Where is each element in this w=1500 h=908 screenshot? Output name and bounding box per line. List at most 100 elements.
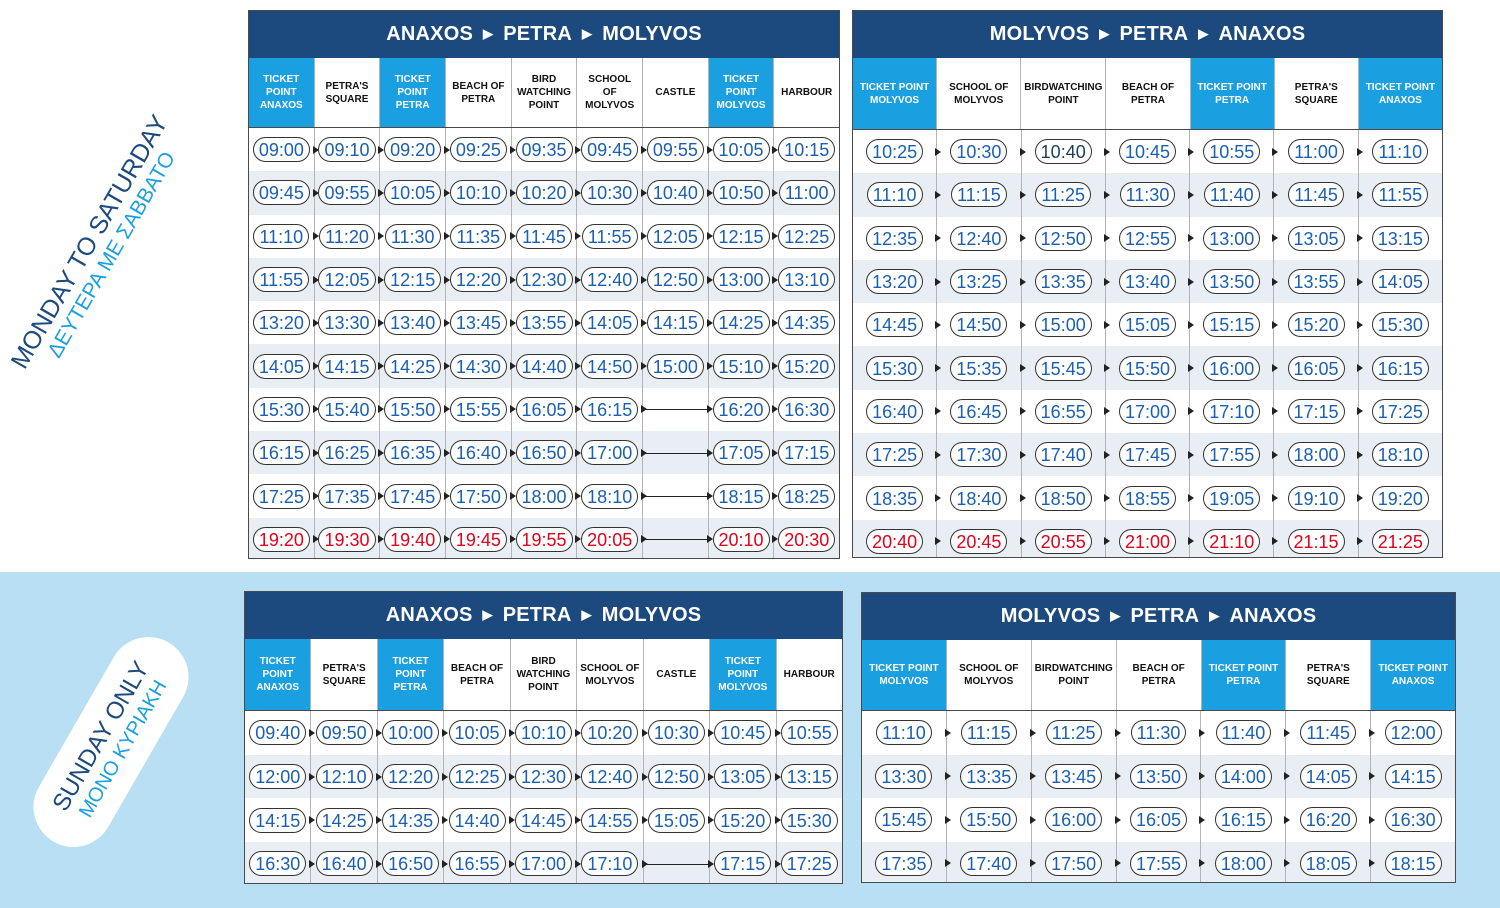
departure-time: 15:30 (252, 396, 310, 422)
departure-time: 15:45 (875, 807, 933, 833)
right-triangle-icon (935, 407, 942, 416)
timetable-body: 10:25 10:30 10:40 10:45 10:55 11:00 11:10 11:10… (853, 130, 1442, 557)
column-header-petra-s-square: PETRA'S SQUARE (311, 639, 378, 710)
table-cell: 16:45 (937, 389, 1026, 434)
right-triangle-icon (641, 859, 648, 868)
departure-time: 21:00 (1118, 528, 1176, 554)
departure-time: 11:25 (1035, 182, 1092, 208)
weekday-label-en: MONDAY TO SATURDAY (5, 110, 174, 374)
departure-time: 16:20 (1299, 807, 1357, 833)
right-triangle-icon (575, 275, 582, 284)
table-cell: 16:20 (1286, 798, 1376, 842)
column-header-row: TICKET POINT ANAXOS PETRA'S SQUARE TICKET PO… (249, 58, 839, 128)
right-triangle-icon (575, 232, 582, 241)
table-cell: 16:15 (1359, 346, 1442, 389)
table-cell: 15:05 (1106, 303, 1195, 347)
table-cell: 12:20 (378, 754, 449, 799)
departure-time: 14:55 (581, 807, 639, 833)
table-row: 15:30 15:35 15:45 15:50 16:00 16:05 16:15 (853, 346, 1442, 390)
column-header-ticket-point-molyvos: TICKET POINT MOLYVOS (708, 58, 775, 127)
departure-time: 10:05 (448, 720, 506, 746)
table-row: 12:00 12:10 12:20 12:25 12:30 12:40 12:50 13:05… (245, 754, 842, 799)
right-triangle-icon (708, 816, 715, 825)
departure-time: 18:10 (1371, 442, 1429, 468)
table-cell: 10:45 (710, 711, 781, 755)
right-triangle-icon (312, 145, 319, 154)
table-cell: 16:15 (249, 431, 319, 475)
skipped-stop-line (643, 539, 708, 541)
departure-time: 10:50 (712, 180, 770, 206)
table-row: 09:45 09:55 10:05 10:10 10:20 10:30 10:40 10:50… (249, 171, 839, 215)
departure-time: 18:50 (1034, 485, 1092, 511)
table-cell: 16:25 (315, 431, 385, 475)
table-cell: 13:55 (512, 301, 582, 345)
right-triangle-icon (1272, 537, 1279, 546)
table-cell: 12:20 (446, 257, 516, 302)
departure-time: 14:15 (249, 807, 307, 833)
right-triangle-icon (1199, 772, 1206, 781)
departure-time: 13:45 (449, 310, 507, 336)
right-triangle-icon (1019, 320, 1026, 329)
table-cell: 10:55 (777, 711, 842, 755)
route-stop-name: MOLYVOS (989, 23, 1090, 45)
right-triangle-icon (1356, 234, 1363, 243)
right-triangle-icon (378, 405, 385, 414)
departure-time: 17:10 (1203, 398, 1261, 424)
right-triangle-icon (1199, 859, 1206, 868)
right-triangle-icon (444, 145, 451, 154)
right-triangle-icon (1114, 728, 1121, 737)
departure-time: 15:50 (960, 807, 1018, 833)
table-cell: 12:15 (709, 214, 779, 258)
column-header-ticket-point-petra: TICKET POINT PETRA (380, 58, 447, 127)
table-cell: 17:50 (446, 474, 516, 518)
table-cell: 09:45 (249, 171, 319, 215)
table-cell: 14:45 (853, 303, 942, 347)
table-cell (643, 474, 713, 518)
table-cell: 17:55 (1190, 433, 1279, 477)
departure-time: 16:15 (252, 440, 310, 466)
table-cell: 10:25 (853, 130, 942, 174)
departure-time: 12:00 (1384, 720, 1442, 746)
table-cell: 11:25 (1032, 711, 1121, 755)
column-header-row: TICKET POINT ANAXOS PETRA'S SQUARE TICKET PO… (245, 639, 842, 711)
departure-time: 13:05 (1287, 225, 1345, 251)
departure-time: 16:20 (712, 396, 770, 422)
table-cell: 16:15 (1201, 798, 1291, 842)
right-triangle-icon (935, 537, 942, 546)
table-cell: 16:50 (378, 842, 449, 883)
right-triangle-icon (641, 145, 648, 154)
departure-time: 17:00 (581, 440, 639, 466)
departure-time: 09:35 (515, 137, 573, 163)
departure-time: 17:30 (950, 442, 1008, 468)
table-cell: 11:30 (380, 214, 451, 258)
route-stop-name: PETRA (502, 604, 572, 626)
table-cell: 16:05 (512, 387, 582, 432)
departure-time: 15:30 (1371, 312, 1429, 338)
column-header-beach-of-petra: BEACH OF PETRA (1117, 640, 1202, 710)
table-cell: 17:55 (1117, 841, 1206, 882)
table-row: 13:20 13:30 13:40 13:45 13:55 14:05 14:15 14:25… (249, 301, 839, 345)
right-triangle-icon (641, 318, 648, 327)
right-triangle-icon (1199, 815, 1206, 824)
right-triangle-icon (772, 145, 779, 154)
table-cell: 15:50 (1106, 346, 1195, 390)
table-cell: 17:15 (710, 842, 781, 883)
right-triangle-icon (1272, 494, 1279, 503)
right-triangle-icon (1272, 190, 1279, 199)
table-row: 14:45 14:50 15:00 15:05 15:15 15:20 15:30 (853, 303, 1442, 347)
departure-time: 17:25 (866, 442, 924, 468)
right-triangle-icon (935, 450, 942, 459)
right-triangle-icon (1103, 407, 1110, 416)
right-triangle-icon (774, 728, 781, 737)
table-row: 17:35 17:40 17:50 17:55 18:00 18:05 18:15 (862, 841, 1455, 882)
table-cell: 10:40 (1022, 130, 1110, 174)
right-triangle-icon (1284, 859, 1291, 868)
table-row: 11:10 11:15 11:25 11:30 11:40 11:45 11:55 (853, 173, 1442, 217)
right-triangle-icon (1103, 277, 1110, 286)
right-triangle-icon (772, 405, 779, 414)
route-title: ANAXOS ▶ PETRA ▶ MOLYVOS (245, 592, 842, 639)
right-triangle-icon (1103, 364, 1110, 373)
right-triangle-icon (774, 772, 781, 781)
departure-time: 15:20 (1287, 312, 1345, 338)
table-cell: 11:45 (1286, 711, 1376, 755)
